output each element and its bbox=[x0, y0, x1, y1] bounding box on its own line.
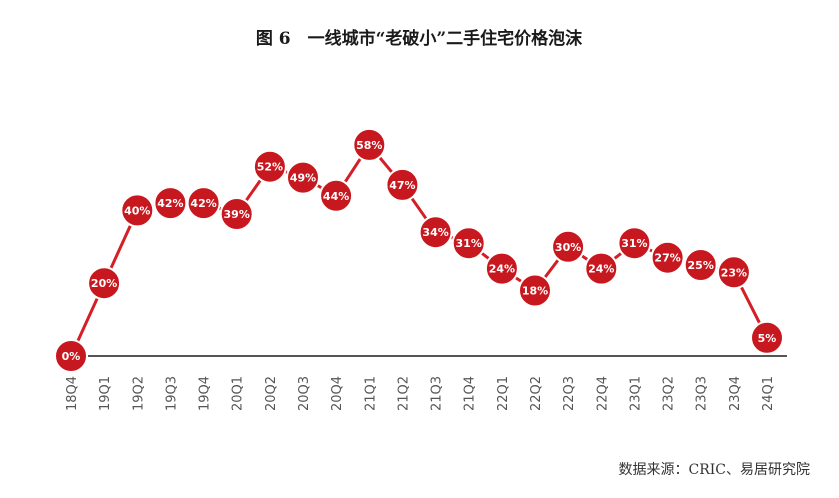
x-tick-label: 19Q3 bbox=[164, 376, 179, 411]
x-tick-label: 20Q2 bbox=[264, 376, 279, 411]
data-point-marker bbox=[518, 273, 552, 308]
data-label: 31% bbox=[456, 237, 482, 250]
data-label: 24% bbox=[588, 263, 614, 276]
x-tick-label: 19Q1 bbox=[98, 376, 113, 411]
data-point-marker bbox=[286, 160, 320, 195]
x-tick-label: 20Q1 bbox=[231, 376, 246, 411]
x-tick-label: 21Q4 bbox=[463, 376, 478, 411]
data-label: 34% bbox=[422, 226, 448, 239]
x-tick-label: 23Q3 bbox=[695, 376, 710, 411]
data-label: 0% bbox=[62, 350, 81, 363]
x-tick-label: 21Q1 bbox=[363, 376, 378, 411]
x-tick-label: 19Q4 bbox=[198, 376, 213, 411]
data-point-marker bbox=[87, 266, 122, 301]
data-label: 18% bbox=[522, 285, 548, 298]
data-label: 23% bbox=[721, 266, 747, 279]
x-tick-label: 21Q2 bbox=[396, 376, 411, 411]
x-tick-label: 24Q1 bbox=[761, 376, 776, 411]
data-label: 39% bbox=[224, 208, 250, 221]
x-tick-label: 22Q3 bbox=[562, 376, 577, 411]
x-tick-label: 22Q4 bbox=[595, 376, 610, 411]
data-point-marker bbox=[319, 178, 354, 213]
x-tick-label: 21Q3 bbox=[430, 376, 445, 411]
x-tick-label: 23Q1 bbox=[628, 376, 643, 411]
data-point-marker bbox=[352, 127, 387, 162]
data-point-marker bbox=[750, 320, 784, 355]
data-label: 42% bbox=[157, 197, 183, 210]
x-tick-label: 23Q4 bbox=[728, 376, 743, 411]
data-point-marker bbox=[153, 186, 188, 221]
data-point-marker bbox=[120, 193, 155, 228]
data-label: 30% bbox=[555, 241, 581, 254]
x-tick-label: 18Q4 bbox=[65, 376, 80, 411]
data-point-marker bbox=[683, 248, 718, 282]
data-label: 58% bbox=[356, 139, 382, 152]
data-point-marker bbox=[484, 251, 519, 286]
x-tick-label: 19Q2 bbox=[131, 376, 146, 411]
data-markers-group: 0% 20% 40% 42% 42% 39% 52% 49% 44% 58% 47% 34% 31% 24… bbox=[54, 127, 784, 373]
x-tick-label: 23Q2 bbox=[662, 376, 677, 411]
chart-title: 图 6 一线城市“老破小”二手住宅价格泡沫 bbox=[256, 28, 583, 49]
data-point-marker bbox=[418, 215, 453, 250]
data-point-marker bbox=[584, 251, 619, 286]
data-point-marker bbox=[54, 339, 88, 373]
data-label: 42% bbox=[190, 197, 216, 210]
data-label: 47% bbox=[389, 179, 415, 192]
data-label: 31% bbox=[621, 237, 647, 250]
data-point-marker bbox=[617, 226, 652, 261]
data-point-marker bbox=[451, 226, 486, 261]
data-label: 27% bbox=[654, 252, 680, 265]
data-label: 25% bbox=[688, 259, 714, 272]
data-label: 40% bbox=[124, 204, 150, 217]
x-tick-label: 20Q3 bbox=[297, 376, 312, 411]
data-label: 49% bbox=[290, 172, 316, 185]
x-axis-ticks-group: 18Q4 19Q1 19Q2 19Q3 19Q4 20Q1 20Q2 20Q3 20Q4 21Q1… bbox=[65, 376, 776, 411]
data-label: 44% bbox=[323, 190, 349, 203]
data-point-marker bbox=[385, 167, 420, 202]
data-point-marker bbox=[252, 149, 287, 184]
data-label: 20% bbox=[91, 277, 117, 290]
data-point-marker bbox=[716, 255, 751, 290]
data-source-note: 数据来源：CRIC、易居研究院 bbox=[619, 462, 811, 478]
data-label: 24% bbox=[489, 263, 515, 276]
data-label: 52% bbox=[257, 161, 283, 174]
data-point-marker bbox=[219, 197, 254, 231]
data-point-marker bbox=[551, 229, 586, 264]
x-tick-label: 20Q4 bbox=[330, 376, 345, 411]
data-point-marker bbox=[650, 240, 685, 275]
data-point-marker bbox=[186, 186, 221, 221]
x-tick-label: 22Q2 bbox=[529, 376, 544, 411]
x-tick-label: 22Q1 bbox=[496, 376, 511, 411]
data-label: 5% bbox=[758, 332, 777, 345]
